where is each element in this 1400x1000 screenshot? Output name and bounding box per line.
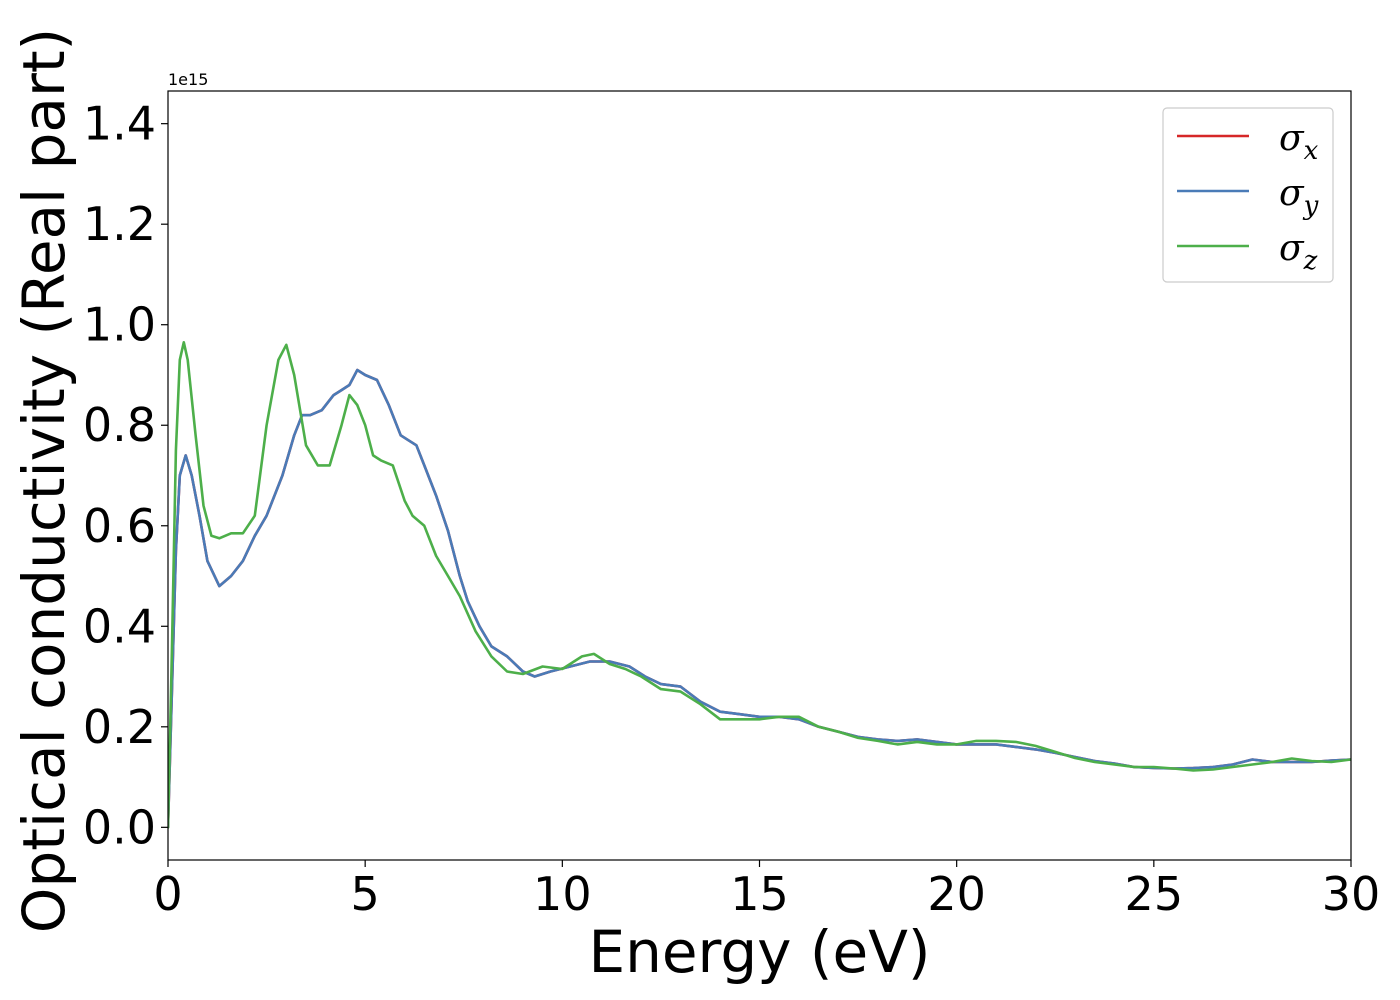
x-tick-label: 30: [1322, 867, 1381, 921]
x-axis-ticks: 0 5 10 15 20 25 30: [153, 860, 1380, 921]
series-layer: [168, 341, 1351, 829]
legend: σx σy σz: [1162, 107, 1334, 283]
y-tick-label: 1.0: [83, 298, 156, 352]
y-tick-label: 0.4: [83, 599, 156, 653]
x-axis-label: Energy (eV): [588, 918, 930, 986]
y-tick-label: 0.2: [83, 700, 156, 754]
legend-label-x: σx: [1279, 118, 1319, 166]
legend-label-y: σy: [1279, 173, 1319, 221]
y-tick-label: 0.8: [83, 398, 156, 452]
x-tick-label: 15: [730, 867, 789, 921]
y-axis-ticks: 0.0 0.2 0.4 0.6 0.8 1.0 1.2 1.4: [83, 97, 168, 854]
x-tick-label: 25: [1125, 867, 1184, 921]
y-tick-label: 1.4: [83, 97, 156, 151]
y-tick-label: 0.6: [83, 499, 156, 553]
y-axis-label: Optical conductivity (Real part): [10, 28, 78, 933]
x-tick-label: 20: [927, 867, 986, 921]
x-tick-label: 5: [351, 867, 380, 921]
x-tick-label: 10: [533, 867, 592, 921]
y-tick-label: 1.2: [83, 197, 156, 251]
legend-box: [1162, 107, 1334, 283]
y-tick-label: 0.0: [83, 800, 156, 854]
legend-label-z: σz: [1279, 228, 1318, 276]
x-tick-label: 0: [153, 867, 182, 921]
y-offset-label: 1e15: [168, 70, 208, 89]
series-line-z: [168, 341, 1351, 829]
